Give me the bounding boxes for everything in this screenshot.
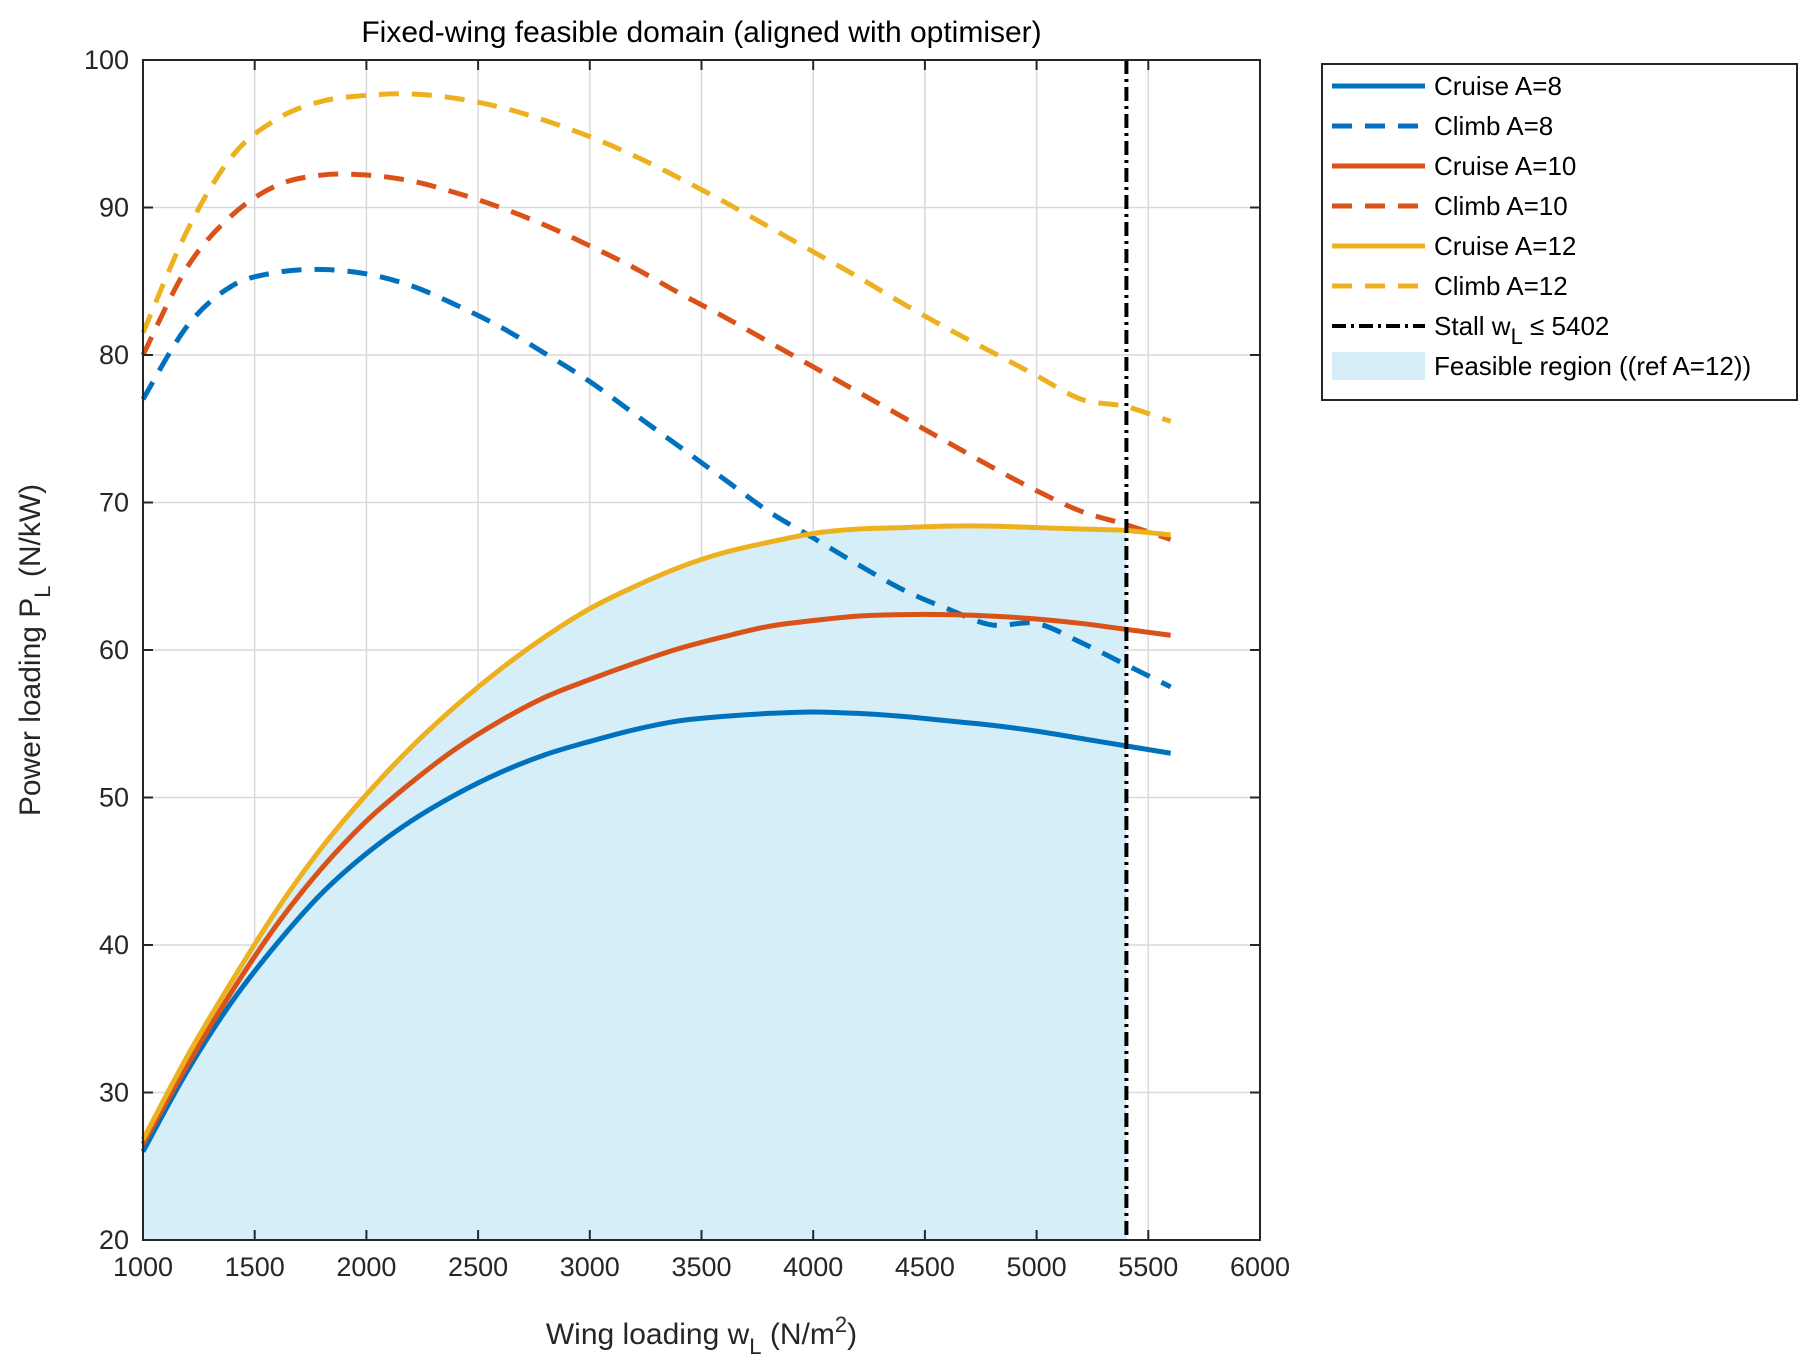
chart-title: Fixed-wing feasible domain (aligned with… (361, 16, 1041, 49)
x-tick-label: 1500 (225, 1252, 285, 1282)
series-line-climb-a-8 (140, 266, 1172, 690)
y-axis-label: Power loading PL (N/kW) (14, 484, 55, 816)
legend-stall-relation: ≤ 5402 (1523, 311, 1610, 341)
series-line-climb-a-12 (140, 91, 1172, 424)
legend-swatch-feasible-region (1332, 352, 1425, 380)
x-tick-label: 6000 (1230, 1252, 1290, 1282)
legend-label: Climb A=10 (1434, 191, 1568, 221)
x-axis-label-unit: (N/m (762, 1318, 835, 1351)
x-tick-label: 2000 (336, 1252, 396, 1282)
y-tick-label: 90 (99, 193, 129, 223)
y-tick-label: 80 (99, 340, 129, 370)
y-tick-label: 30 (99, 1078, 129, 1108)
y-tick-label: 20 (99, 1225, 129, 1255)
legend-label: Cruise A=10 (1434, 151, 1576, 181)
x-tick-label: 5500 (1118, 1252, 1178, 1282)
y-tick-label: 70 (99, 488, 129, 518)
legend-stall-subscript: L (1511, 324, 1523, 349)
legend: Cruise A=8 Climb A=8 Cruise A=10 Climb A=10… (1321, 63, 1798, 401)
y-axis-label-subscript: L (30, 585, 55, 597)
legend-box (1321, 63, 1798, 401)
feasible-region-fill (143, 526, 1127, 1240)
legend-label: Cruise A=12 (1434, 231, 1576, 261)
x-tick-label: 5000 (1007, 1252, 1067, 1282)
axis-ticks: 1000 1500 2000 2500 3000 3500 4000 4500 5000 5500… (84, 45, 1290, 1282)
y-axis-label-unit: (N/kW) (14, 484, 47, 586)
y-tick-label: 50 (99, 783, 129, 813)
y-tick-label: 60 (99, 635, 129, 665)
legend-stall-main: Stall w (1434, 311, 1511, 341)
x-axis-label-main: Wing loading w (546, 1318, 750, 1351)
legend-items: Cruise A=8 Climb A=8 Cruise A=10 Climb A=10… (1332, 71, 1576, 380)
x-tick-label: 1000 (113, 1252, 173, 1282)
series-line-cruise-a-8 (140, 709, 1172, 1153)
legend-label: Climb A=12 (1434, 271, 1568, 301)
x-axis-label: Wing loading wL (N/m2) (546, 1312, 857, 1359)
legend-label: Climb A=8 (1434, 111, 1553, 141)
legend-label-stall: Stall wL ≤ 5402 (1434, 311, 1609, 349)
series-lines (140, 91, 1172, 1153)
x-tick-label: 4500 (895, 1252, 955, 1282)
legend-label-feasible-region: Feasible region ((ref A=12)) (1434, 351, 1751, 381)
x-tick-label: 3500 (671, 1252, 731, 1282)
x-axis-label-subscript: L (749, 1334, 761, 1359)
y-tick-label: 100 (84, 45, 129, 75)
series-line-climb-a-10 (140, 171, 1172, 542)
x-tick-label: 4000 (783, 1252, 843, 1282)
x-axis-label-close: ) (847, 1318, 857, 1351)
y-tick-label: 40 (99, 930, 129, 960)
x-axis-label-superscript: 2 (835, 1312, 847, 1337)
x-tick-label: 3000 (560, 1252, 620, 1282)
x-tick-label: 2500 (448, 1252, 508, 1282)
legend-label: Cruise A=8 (1434, 71, 1562, 101)
y-axis-label-main: Power loading P (14, 598, 47, 816)
series-line-cruise-a-12 (140, 523, 1171, 1141)
series-line-cruise-a-10 (140, 611, 1171, 1146)
